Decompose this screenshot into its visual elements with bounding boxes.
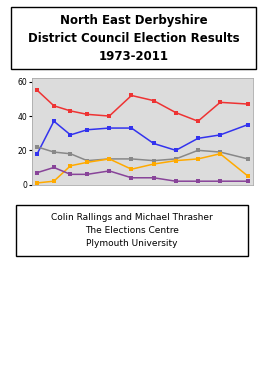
Text: Colin Rallings and Michael Thrasher
The Elections Centre
Plymouth University: Colin Rallings and Michael Thrasher The … — [51, 213, 213, 248]
FancyBboxPatch shape — [16, 205, 248, 256]
Text: North East Derbyshire
District Council Election Results
1973-2011: North East Derbyshire District Council E… — [27, 14, 239, 63]
FancyBboxPatch shape — [11, 7, 256, 69]
